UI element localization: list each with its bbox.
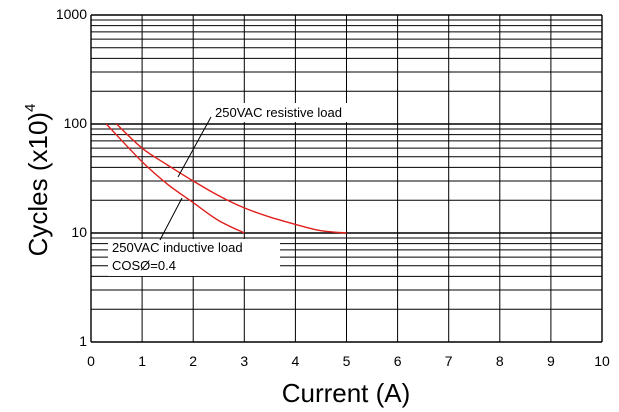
x-tick-labels: 0 1 2 3 4 5 6 7 8 9 10 — [87, 353, 610, 369]
x-tick-label: 9 — [547, 353, 555, 369]
x-tick-label: 7 — [445, 353, 453, 369]
y-axis-title: Cycles (x10)4 — [22, 104, 53, 257]
svg-text:Cycles (x10)4: Cycles (x10)4 — [22, 104, 53, 257]
annotation-inductive-load: 250VAC inductive load — [112, 240, 243, 255]
x-tick-label: 3 — [240, 353, 248, 369]
resistive-label-bg — [208, 103, 384, 122]
x-axis-title: Current (A) — [282, 378, 411, 408]
x-tick-label: 0 — [87, 353, 95, 369]
y-tick-label: 10 — [71, 224, 87, 240]
x-tick-label: 6 — [394, 353, 402, 369]
x-tick-label: 5 — [343, 353, 351, 369]
y-tick-label: 1 — [79, 333, 87, 349]
chart-grid — [90, 14, 603, 343]
y-tick-label: 1000 — [56, 6, 87, 22]
y-tick-labels: 1 10 100 1000 — [56, 6, 87, 349]
annotation-cos-phi: COSØ=0.4 — [112, 258, 176, 273]
y-tick-label: 100 — [64, 115, 88, 131]
series-lines — [105, 123, 347, 234]
x-tick-label: 4 — [292, 353, 300, 369]
y-axis-title-main: Cycles (x10) — [23, 112, 53, 256]
x-tick-label: 2 — [189, 353, 197, 369]
resistive-leader-line — [177, 116, 212, 178]
x-tick-label: 8 — [496, 353, 504, 369]
x-tick-label: 1 — [138, 353, 146, 369]
inductive-leader-line — [159, 197, 183, 241]
inductive-label-bg — [108, 239, 280, 276]
y-axis-title-exponent: 4 — [22, 104, 39, 112]
x-tick-label: 10 — [594, 353, 610, 369]
annotation-resistive-load: 250VAC resistive load — [215, 105, 342, 120]
series-line-inductive — [105, 123, 245, 234]
series-line-resistive — [116, 123, 347, 234]
